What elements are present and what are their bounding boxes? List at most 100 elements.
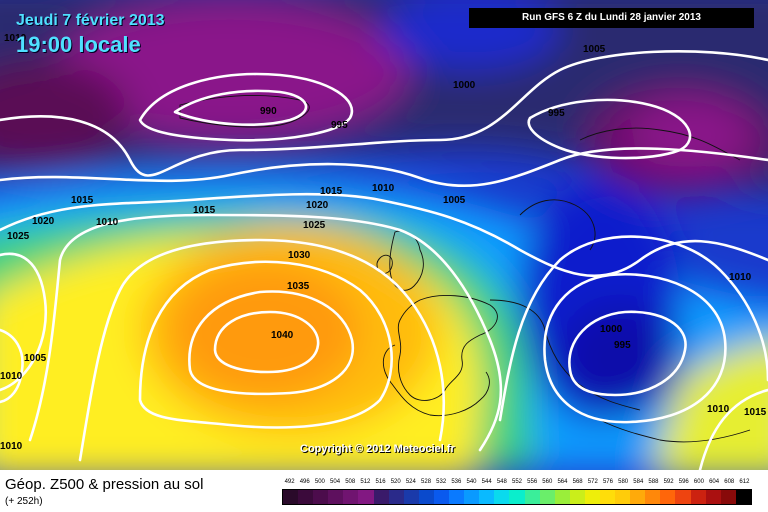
scale-swatch (660, 490, 676, 504)
scale-swatch (524, 490, 540, 504)
scale-label: 584 (633, 479, 644, 485)
scale-swatch (388, 490, 404, 504)
scale-label: 560 (542, 479, 553, 485)
scale-swatch (705, 490, 721, 504)
isobar-label: 1015 (744, 407, 767, 418)
isobar-label: 1030 (288, 250, 311, 261)
scale-label: 552 (511, 479, 522, 485)
scale-label: 568 (572, 479, 583, 485)
scale-swatch (720, 490, 736, 504)
scale-label: 540 (466, 479, 477, 485)
scale-label: 500 (314, 479, 325, 485)
scale-label: 576 (602, 479, 613, 485)
scale-swatch (449, 490, 465, 504)
scale-label: 548 (496, 479, 507, 485)
isobar-label: 1010 (0, 371, 23, 382)
isobar-label: 1005 (443, 195, 466, 206)
isobar-label: 1025 (7, 231, 30, 242)
map-title: Géop. Z500 & pression au sol (5, 476, 204, 493)
scale-swatch (494, 490, 510, 504)
coastlines (179, 94, 751, 443)
scale-swatch (373, 490, 389, 504)
scale-label: 524 (405, 479, 416, 485)
scale-label: 528 (421, 479, 432, 485)
scale-label: 504 (330, 479, 341, 485)
isobar-label: 1040 (271, 330, 294, 341)
scale-label: 592 (663, 479, 674, 485)
scale-label: 588 (648, 479, 659, 485)
scale-label: 572 (587, 479, 598, 485)
scale-label: 508 (345, 479, 356, 485)
color-scale-bar (282, 489, 752, 505)
isobar-labels: 1010 1005 1000 990 995 995 1015 1010 100… (0, 33, 767, 452)
scale-swatch (690, 490, 706, 504)
scale-swatch (298, 490, 314, 504)
isobar-label: 1000 (453, 80, 476, 91)
scale-label: 600 (693, 479, 704, 485)
isobar-label: 1015 (193, 205, 216, 216)
scale-label: 544 (481, 479, 492, 485)
weather-map: 1010 1005 1000 990 995 995 1015 1010 100… (0, 0, 768, 470)
scale-swatch (464, 490, 480, 504)
scale-swatch (554, 490, 570, 504)
isobar-label: 1015 (320, 186, 343, 197)
scale-swatch (313, 490, 329, 504)
scale-label: 492 (284, 479, 295, 485)
isobar-label: 1005 (24, 353, 47, 364)
scale-swatch (630, 490, 646, 504)
isobar-label: 1010 (707, 404, 730, 415)
isobar-label: 1020 (32, 216, 55, 227)
scale-label: 608 (724, 479, 735, 485)
isobar-label: 1010 (0, 441, 23, 452)
scale-swatch (599, 490, 616, 504)
scale-swatch (569, 490, 585, 504)
scale-swatch (433, 490, 450, 504)
isobar-label: 1020 (306, 200, 329, 211)
isobars (0, 49, 768, 470)
isobar-label: 990 (260, 106, 277, 117)
scale-label: 536 (451, 479, 462, 485)
isobar-label: 1035 (287, 281, 310, 292)
forecast-time: 19:00 locale (16, 32, 141, 57)
scale-swatch (539, 490, 555, 504)
isobar-label: 1015 (71, 195, 94, 206)
scale-swatch (675, 490, 691, 504)
scale-swatch (645, 490, 661, 504)
scale-label: 512 (360, 479, 371, 485)
scale-swatch (328, 490, 344, 504)
scale-swatch (283, 490, 299, 504)
scale-label: 612 (739, 479, 750, 485)
scale-swatch (343, 490, 359, 504)
scale-label: 516 (375, 479, 386, 485)
isobar-label: 995 (614, 340, 631, 351)
scale-label: 496 (299, 479, 310, 485)
isobar-label: 1005 (583, 44, 606, 55)
scale-swatch (418, 490, 434, 504)
scale-swatch (479, 490, 495, 504)
scale-label: 604 (709, 479, 720, 485)
isobar-label: 995 (548, 108, 565, 119)
scale-swatch (615, 490, 631, 504)
isobar-label: 1025 (303, 220, 326, 231)
scale-label: 532 (436, 479, 447, 485)
scale-swatch (403, 490, 419, 504)
isobar-label: 1010 (729, 272, 752, 283)
scale-swatch (358, 490, 374, 504)
isobar-label: 1010 (4, 33, 27, 44)
scale-swatch (735, 490, 751, 504)
isobar-label: 1000 (600, 324, 623, 335)
isobar-label: 995 (331, 120, 348, 131)
scale-label: 564 (557, 479, 568, 485)
color-scale-labels: 492 496 500 504 508 512 516 520 524 528 532 536 540 5… (282, 479, 752, 489)
isobar-label: 1010 (372, 183, 395, 194)
copyright-notice: Copyright © 2012 Meteociel.fr (300, 443, 455, 455)
forecast-hour: (+ 252h) (5, 496, 43, 507)
scale-label: 520 (390, 479, 401, 485)
scale-label: 596 (678, 479, 689, 485)
model-run-label: Run GFS 6 Z du Lundi 28 janvier 2013 (469, 8, 754, 28)
isobar-label: 1010 (96, 217, 119, 228)
scale-label: 580 (618, 479, 629, 485)
scale-label: 556 (527, 479, 538, 485)
scale-swatch (509, 490, 525, 504)
